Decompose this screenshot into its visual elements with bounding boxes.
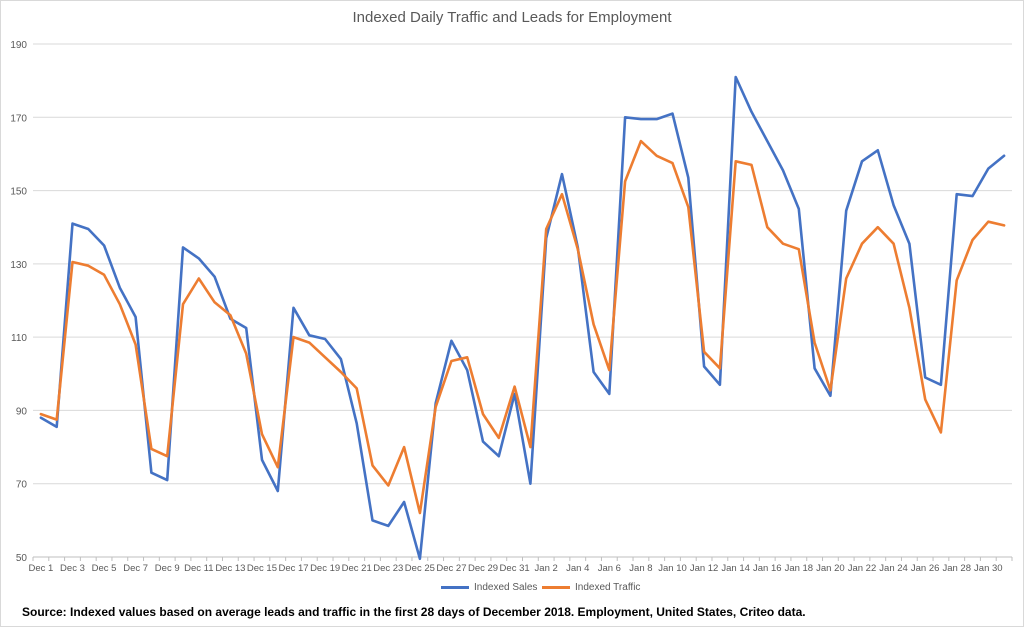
x-tick-label: Jan 16 xyxy=(753,563,782,574)
y-tick-label: 50 xyxy=(16,553,28,564)
x-tick-label: Dec 15 xyxy=(247,563,277,574)
y-tick-label: 110 xyxy=(11,333,27,344)
x-tick-label: Jan 8 xyxy=(629,563,652,574)
legend-swatch xyxy=(441,586,469,589)
legend-label: Indexed Traffic xyxy=(575,582,641,593)
x-tick-label: Dec 25 xyxy=(405,563,435,574)
x-tick-label: Dec 11 xyxy=(184,563,213,574)
x-tick-label: Jan 28 xyxy=(942,563,971,574)
x-tick-label: Dec 1 xyxy=(28,563,53,574)
x-tick-label: Dec 19 xyxy=(310,563,340,574)
source-note: Source: Indexed values based on average … xyxy=(22,605,806,619)
x-tick-label: Dec 17 xyxy=(278,563,308,574)
x-tick-label: Jan 30 xyxy=(974,563,1003,574)
x-tick-label: Jan 4 xyxy=(566,563,589,574)
x-tick-label: Jan 2 xyxy=(535,563,558,574)
x-tick-label: Jan 24 xyxy=(879,563,908,574)
x-tick-label: Jan 20 xyxy=(816,563,845,574)
y-tick-label: 90 xyxy=(16,406,28,417)
x-tick-label: Dec 27 xyxy=(436,563,466,574)
chart-legend: Indexed Sales Indexed Traffic xyxy=(0,582,1024,598)
x-tick-label: Jan 26 xyxy=(911,563,940,574)
y-tick-label: 190 xyxy=(10,40,27,51)
y-tick-label: 170 xyxy=(10,113,27,124)
y-tick-label: 130 xyxy=(10,260,27,271)
x-tick-label: Jan 14 xyxy=(721,563,750,574)
legend-item: Indexed Traffic xyxy=(542,582,640,593)
x-tick-label: Dec 7 xyxy=(123,563,148,574)
x-tick-label: Jan 10 xyxy=(658,563,687,574)
chart-title: Indexed Daily Traffic and Leads for Empl… xyxy=(352,9,672,26)
series-line-indexed-traffic xyxy=(39,139,1006,515)
x-tick-label: Jan 12 xyxy=(690,563,719,574)
x-tick-label: Jan 18 xyxy=(785,563,814,574)
x-tick-label: Dec 31 xyxy=(500,563,530,574)
x-tick-label: Jan 22 xyxy=(848,563,877,574)
legend-swatch xyxy=(542,586,570,589)
y-tick-label: 150 xyxy=(10,187,27,198)
x-tick-label: Dec 13 xyxy=(215,563,245,574)
series-line-indexed-sales xyxy=(39,75,1006,561)
x-tick-label: Dec 29 xyxy=(468,563,498,574)
x-tick-label: Dec 5 xyxy=(92,563,117,574)
y-tick-label: 70 xyxy=(16,480,28,491)
x-tick-label: Dec 23 xyxy=(373,563,403,574)
x-tick-label: Jan 6 xyxy=(598,563,621,574)
x-tick-label: Dec 21 xyxy=(342,563,372,574)
x-tick-label: Dec 9 xyxy=(155,563,180,574)
legend-item: Indexed Sales xyxy=(441,582,537,593)
x-tick-label: Dec 3 xyxy=(60,563,85,574)
legend-label: Indexed Sales xyxy=(474,582,538,593)
